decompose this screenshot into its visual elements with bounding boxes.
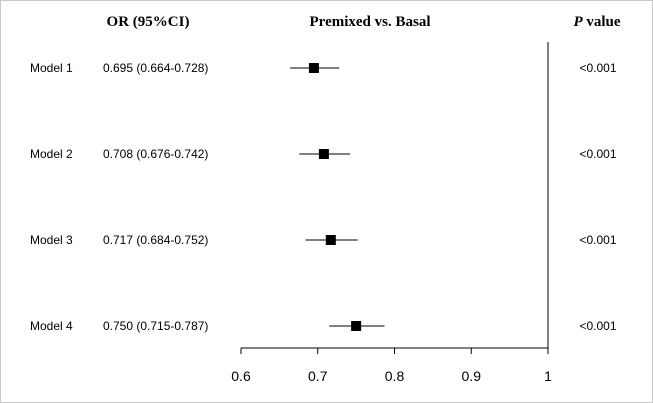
or-marker bbox=[318, 149, 329, 159]
model-label: Model 1 bbox=[30, 61, 73, 75]
p-value: <0.001 bbox=[579, 61, 616, 75]
forest-row: Model 3 0.717 (0.684-0.752) <0.001 bbox=[30, 233, 617, 247]
p-value: <0.001 bbox=[579, 147, 616, 161]
forest-row: Model 2 0.708 (0.676-0.742) <0.001 bbox=[30, 147, 617, 161]
x-tick-label: 0.9 bbox=[462, 368, 482, 384]
p-value-header-italic: P bbox=[573, 14, 583, 30]
forest-rows: Model 1 0.695 (0.664-0.728) <0.001 Model 2 0… bbox=[30, 61, 617, 333]
model-label: Model 3 bbox=[30, 233, 73, 247]
x-axis: 0.6 0.7 0.8 0.9 1 bbox=[231, 42, 552, 384]
forest-row: Model 4 0.750 (0.715-0.787) <0.001 bbox=[30, 319, 617, 333]
p-value-header-rest: value bbox=[583, 14, 621, 30]
p-value-header: P value bbox=[573, 14, 620, 30]
or-marker bbox=[351, 321, 362, 331]
or-ci-value: 0.708 (0.676-0.742) bbox=[103, 147, 208, 161]
x-tick-label: 0.6 bbox=[231, 368, 251, 384]
or-ci-value: 0.750 (0.715-0.787) bbox=[103, 319, 208, 333]
or-ci-value: 0.695 (0.664-0.728) bbox=[103, 61, 208, 75]
model-label: Model 4 bbox=[30, 319, 73, 333]
x-tick-label: 0.8 bbox=[385, 368, 405, 384]
p-value: <0.001 bbox=[579, 233, 616, 247]
or-marker bbox=[308, 63, 319, 73]
plot-title: Premixed vs. Basal bbox=[310, 14, 431, 30]
or-column-header: OR (95%CI) bbox=[107, 14, 190, 30]
model-label: Model 2 bbox=[30, 147, 73, 161]
or-marker bbox=[325, 235, 336, 245]
or-ci-value: 0.717 (0.684-0.752) bbox=[103, 233, 208, 247]
x-tick-label: 0.7 bbox=[308, 368, 328, 384]
x-tick-label: 1 bbox=[544, 368, 552, 384]
forest-row: Model 1 0.695 (0.664-0.728) <0.001 bbox=[30, 61, 617, 75]
p-value: <0.001 bbox=[579, 319, 616, 333]
